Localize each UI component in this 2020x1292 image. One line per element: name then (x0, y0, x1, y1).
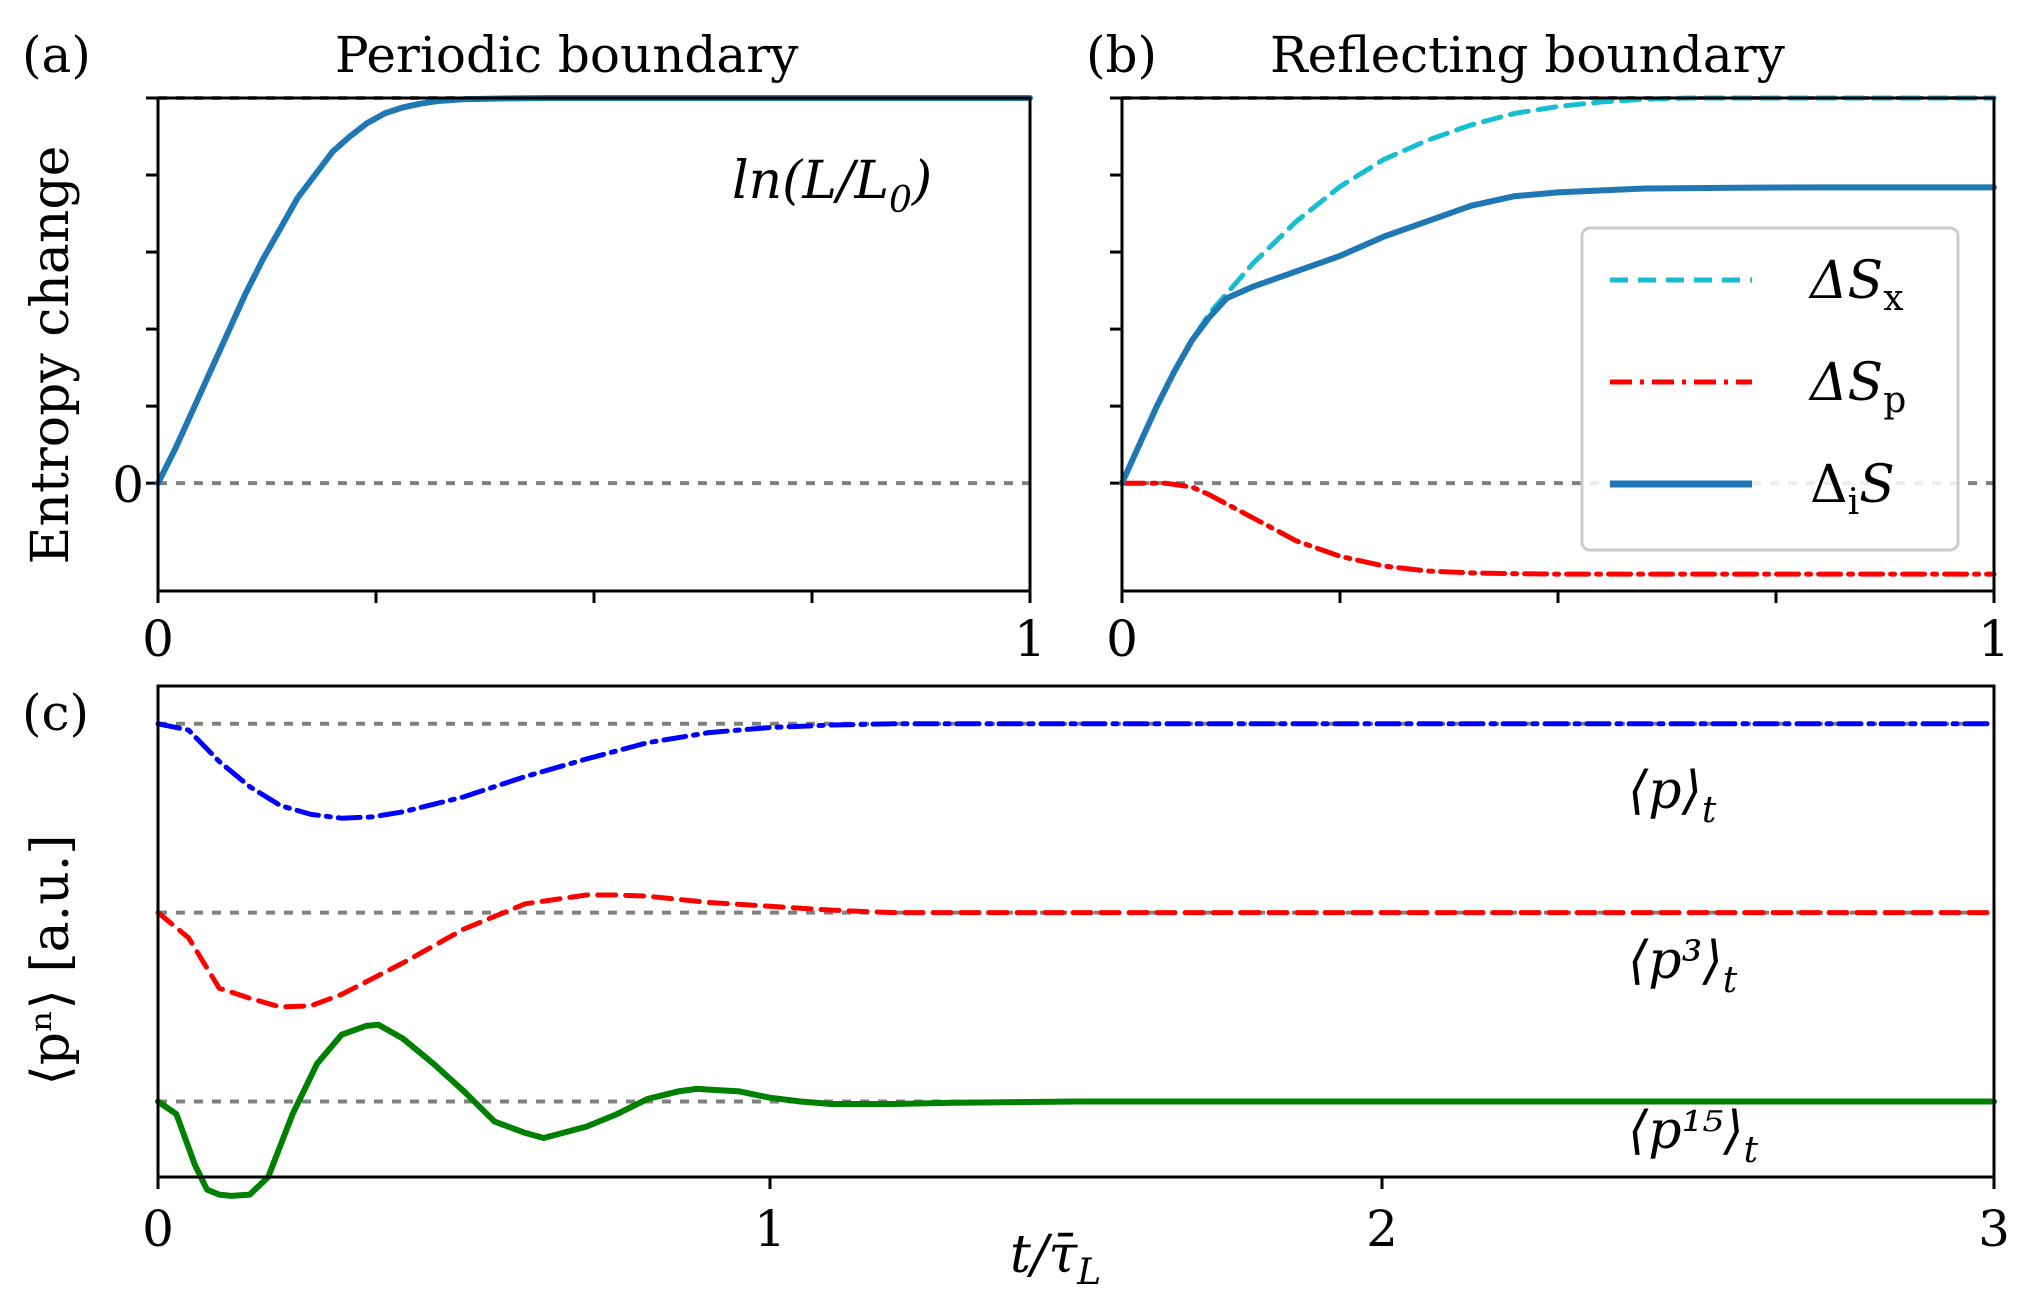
panel-b-xtick-0: 0 (1106, 610, 1138, 668)
series-line-pt-1 (155, 892, 1997, 1010)
panel-b-legend: ΔSx ΔSp ΔiS (1580, 226, 1960, 552)
panel-c-xtick-1: 1 (754, 1200, 786, 1258)
xlabel-sub: L (1076, 1252, 1101, 1292)
legend-sx-sub: x (1883, 278, 1903, 319)
panel-b-frame (1120, 96, 1996, 593)
legend-sx-label: ΔSx (1808, 251, 1904, 319)
panel-c: (c) ⟨pⁿ⟩ [a.u.] 0 1 2 3 t/τ̄L ⟨p⟩t ⟨p³⟩t… (21, 684, 2010, 1292)
panel-a: (a) Periodic boundary Entropy change 0 0… (21, 26, 1046, 668)
legend-is-sub: i (1848, 482, 1860, 523)
ln-annotation-main: ln(L/L (732, 151, 889, 211)
p15-sub: t (1744, 1130, 1759, 1171)
p3-main: ⟨p³⟩ (1628, 931, 1723, 991)
panel-a-xtick-1: 1 (1014, 610, 1046, 668)
legend-is-label: ΔiS (1810, 455, 1895, 523)
p1-label: ⟨p⟩t (1628, 761, 1717, 831)
panel-b: (b) Reflecting boundary 0 1 ΔSx ΔSp ΔiS (1086, 26, 2010, 668)
ln-annotation-close: ) (911, 151, 932, 211)
panel-c-xtick-3: 3 (1978, 1200, 2010, 1258)
panel-c-xlabel: t/τ̄L (1010, 1225, 1101, 1292)
panel-c-ylabel: ⟨pⁿ⟩ [a.u.] (21, 834, 81, 1085)
panel-b-title: Reflecting boundary (1270, 26, 1786, 84)
ln-annotation-sub: 0 (889, 180, 912, 221)
p3-sub: t (1723, 960, 1738, 1001)
legend-is-main: Δ (1810, 455, 1848, 515)
panel-c-plot (155, 721, 1997, 1199)
panel-b-xtick-1: 1 (1978, 610, 2010, 668)
panel-a-ylabel: Entropy change (21, 146, 81, 565)
legend-sp-label: ΔSp (1808, 353, 1906, 421)
panel-a-plot (146, 95, 1033, 603)
panel-c-label: (c) (22, 684, 89, 742)
series-line-pt-2 (155, 1021, 1997, 1199)
panel-a-frame (156, 96, 1032, 593)
legend-box (1580, 226, 1960, 552)
legend-sx-main: ΔS (1808, 251, 1883, 311)
series-line-pt-0 (155, 721, 1997, 821)
panel-a-title: Periodic boundary (335, 26, 799, 84)
panel-c-xtick-2: 2 (1366, 1200, 1398, 1258)
tick-marks (1110, 96, 1996, 603)
legend-sp-main: ΔS (1808, 353, 1883, 413)
panel-a-ytick-0: 0 (112, 456, 144, 514)
panel-a-label: (a) (22, 26, 91, 84)
panel-c-xtick-0: 0 (142, 1200, 174, 1258)
panel-c-frame (156, 684, 1996, 1179)
p1-sub: t (1702, 790, 1717, 831)
series-line-Sp-1 (1119, 480, 1997, 577)
panel-a-xtick-0: 0 (142, 610, 174, 668)
panel-a-annotation: ln(L/L0) (732, 151, 932, 221)
series-line-iS-2 (1119, 184, 1997, 487)
p1-main: ⟨p⟩ (1628, 761, 1702, 821)
legend-sp-sub: p (1883, 380, 1906, 421)
p15-label: ⟨p¹⁵⟩t (1628, 1101, 1759, 1171)
legend-is-tail: S (1859, 455, 1895, 515)
series-line-Entropychange-0 (155, 95, 1033, 487)
panel-b-label: (b) (1086, 26, 1157, 84)
p15-main: ⟨p¹⁵⟩ (1628, 1101, 1744, 1161)
tick-marks (146, 96, 1032, 603)
xlabel-main: t/τ̄ (1010, 1225, 1078, 1285)
p3-label: ⟨p³⟩t (1628, 931, 1738, 1001)
tick-marks (156, 1177, 1996, 1189)
